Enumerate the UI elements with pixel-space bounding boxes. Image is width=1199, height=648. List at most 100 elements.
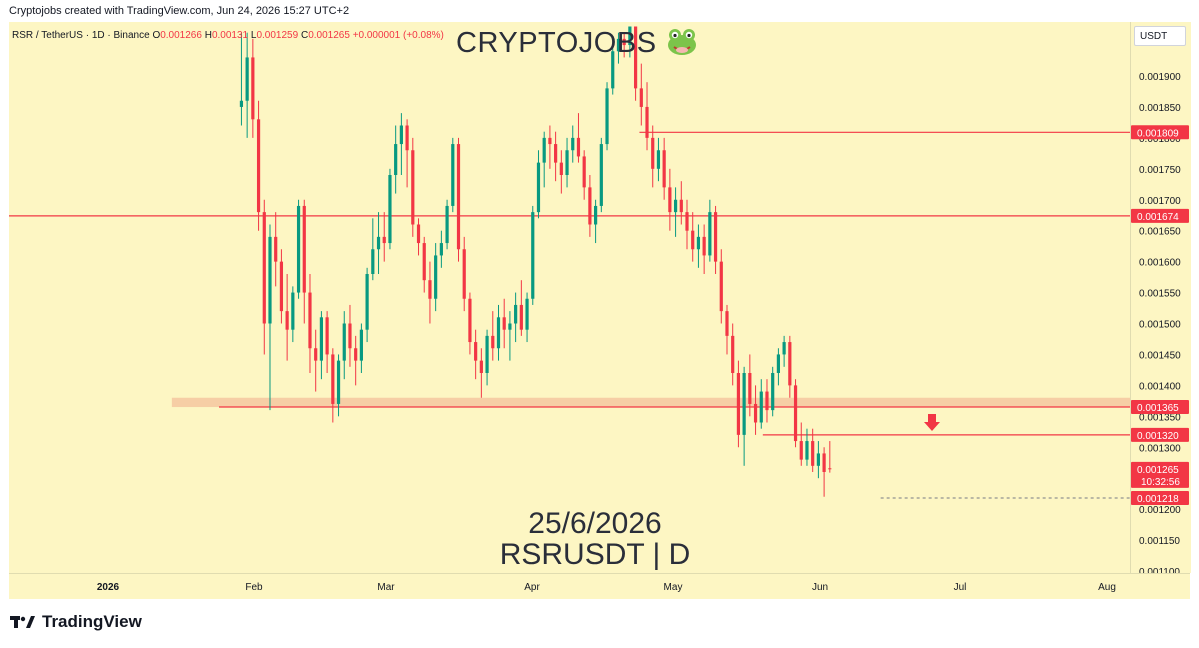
price-label[interactable]: 0.001365 [1131,400,1189,415]
candle[interactable] [765,379,769,423]
candle[interactable] [485,329,489,386]
candlestick-plot[interactable] [9,22,1130,573]
candle[interactable] [474,329,478,380]
candle[interactable] [359,323,363,374]
candle[interactable] [662,137,666,200]
candle[interactable] [279,249,284,324]
candle[interactable] [296,199,301,299]
tradingview-logo[interactable]: TradingView [10,612,142,632]
candle[interactable] [342,311,346,380]
candle[interactable] [708,199,712,262]
candle[interactable] [251,38,255,138]
candle[interactable] [725,304,729,355]
candle[interactable] [382,212,386,262]
candle[interactable] [594,199,598,244]
candle[interactable] [274,212,278,287]
candle[interactable] [793,379,798,448]
candle[interactable] [348,304,352,367]
candle[interactable] [719,249,723,324]
candle[interactable] [514,292,518,343]
candle[interactable] [565,137,569,188]
candle[interactable] [336,354,341,417]
candle[interactable] [239,32,244,126]
candle[interactable] [656,137,661,182]
candle[interactable] [753,385,758,435]
candle[interactable] [571,125,575,163]
candle[interactable] [559,150,563,194]
candle[interactable] [434,243,438,312]
candle[interactable] [651,125,655,188]
candle[interactable] [731,323,735,386]
candle[interactable] [388,168,392,250]
candle[interactable] [799,422,803,466]
candle[interactable] [668,168,672,231]
candle[interactable] [256,100,261,231]
candle[interactable] [314,329,318,392]
candle[interactable] [633,26,638,101]
candle[interactable] [554,131,558,182]
candle[interactable] [679,181,683,225]
candle[interactable] [531,205,535,305]
candle[interactable] [816,441,820,479]
candle[interactable] [691,212,695,262]
candle[interactable] [462,236,466,312]
candle[interactable] [268,224,272,411]
candle[interactable] [422,236,426,293]
candle[interactable] [479,348,483,398]
candle[interactable] [622,32,626,58]
candle[interactable] [822,447,826,497]
candle[interactable] [748,354,752,417]
candle[interactable] [776,348,781,386]
candle[interactable] [588,175,592,237]
candle[interactable] [605,82,609,151]
candle[interactable] [828,441,832,473]
candle[interactable] [354,335,358,386]
candle[interactable] [502,298,506,349]
candle[interactable] [611,38,615,95]
candle[interactable] [599,137,603,213]
price-label[interactable]: 0.001320 [1131,427,1189,442]
candle[interactable] [245,32,249,138]
candle[interactable] [685,199,689,250]
price-label[interactable]: 0.001674 [1131,208,1189,223]
candle[interactable] [673,187,678,237]
candle[interactable] [468,292,472,355]
candle[interactable] [782,335,786,367]
candle[interactable] [508,311,512,361]
candle[interactable] [331,348,335,423]
time-axis[interactable]: 2026 Feb Mar Apr May Jun Jul Aug [9,573,1190,599]
candle[interactable] [394,125,398,194]
candle[interactable] [399,113,403,175]
candle[interactable] [439,230,443,268]
candle[interactable] [548,125,552,169]
candle[interactable] [805,428,809,466]
candle[interactable] [811,428,815,472]
candle[interactable] [445,199,449,250]
candle[interactable] [428,261,432,324]
price-axis[interactable]: 0.001900 0.001850 0.001800 0.001750 0.001700… [1130,22,1191,578]
candle[interactable] [696,224,701,268]
price-label[interactable]: 0.001809 [1131,125,1189,140]
candle[interactable] [371,218,375,281]
candle[interactable] [519,280,523,336]
candle[interactable] [628,26,632,58]
candle[interactable] [542,131,546,188]
candle[interactable] [451,137,455,213]
candle[interactable] [536,150,541,219]
candle[interactable] [736,360,741,448]
candle[interactable] [525,292,529,343]
candle[interactable] [319,311,324,380]
price-label[interactable]: 0.001218 [1131,490,1189,505]
candle[interactable] [291,286,295,343]
candle[interactable] [702,224,706,275]
candle[interactable] [616,32,621,64]
candle[interactable] [645,82,649,151]
support-zone[interactable] [171,397,1130,408]
candle[interactable] [582,150,586,200]
chart-area[interactable] [9,22,1130,573]
candle[interactable] [771,366,775,417]
candle[interactable] [742,366,746,466]
candle[interactable] [456,137,461,262]
candle[interactable] [576,113,581,163]
